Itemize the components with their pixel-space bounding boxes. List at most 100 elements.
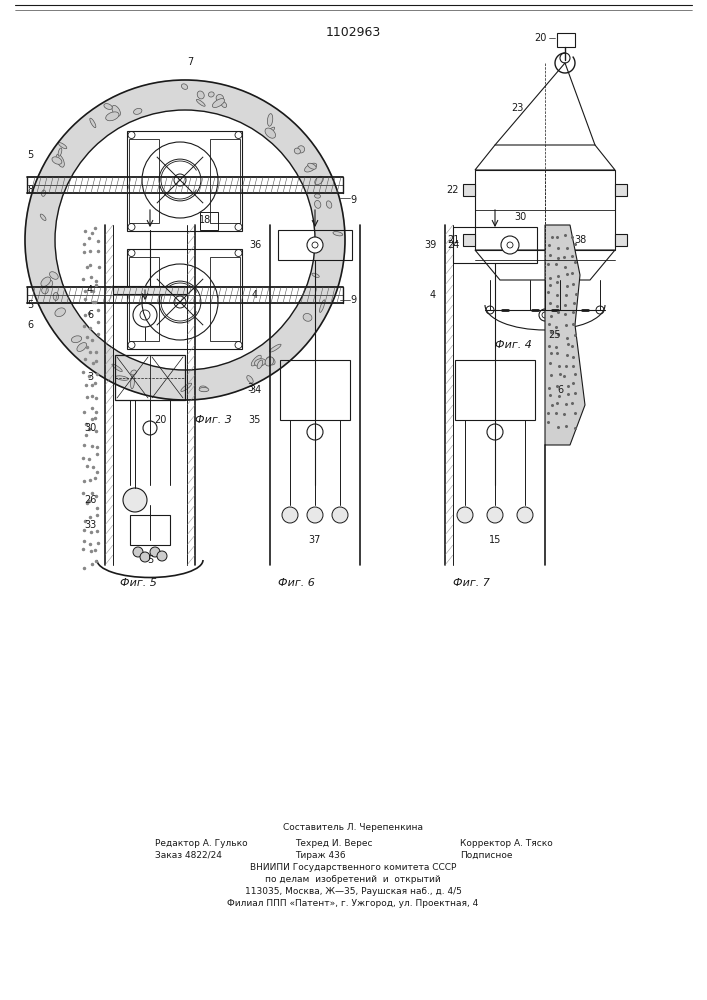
Ellipse shape — [90, 118, 96, 128]
Text: Корректор А. Тяско: Корректор А. Тяско — [460, 838, 553, 848]
Ellipse shape — [182, 84, 187, 89]
Ellipse shape — [305, 163, 317, 172]
Text: 5: 5 — [27, 300, 33, 310]
Ellipse shape — [104, 104, 112, 109]
Ellipse shape — [312, 273, 320, 277]
Ellipse shape — [46, 280, 53, 287]
Text: 24: 24 — [447, 240, 459, 250]
Text: 25: 25 — [549, 330, 561, 340]
Bar — [127, 249, 243, 349]
Text: Фиг. 5: Фиг. 5 — [120, 578, 157, 588]
Circle shape — [332, 507, 348, 523]
Ellipse shape — [112, 105, 120, 116]
Text: 30: 30 — [84, 423, 96, 433]
Text: 34: 34 — [249, 385, 261, 395]
Ellipse shape — [315, 194, 320, 198]
Bar — [453, 227, 537, 263]
Ellipse shape — [49, 272, 58, 279]
Bar — [115, 355, 185, 400]
Text: 18: 18 — [199, 215, 211, 225]
Bar — [615, 234, 627, 246]
Bar — [130, 515, 170, 545]
Text: Составитель Л. Черепенкина: Составитель Л. Черепенкина — [283, 824, 423, 832]
Ellipse shape — [42, 287, 48, 294]
Text: 4: 4 — [87, 285, 93, 295]
Bar — [475, 170, 615, 250]
Ellipse shape — [209, 92, 214, 97]
Bar — [463, 234, 475, 246]
Ellipse shape — [298, 146, 305, 153]
Text: 4: 4 — [252, 290, 258, 300]
Text: 37: 37 — [309, 535, 321, 545]
Ellipse shape — [265, 357, 274, 366]
Ellipse shape — [251, 355, 262, 366]
Text: 15: 15 — [489, 535, 501, 545]
Ellipse shape — [267, 114, 273, 126]
Circle shape — [133, 547, 143, 557]
Ellipse shape — [294, 148, 300, 154]
Ellipse shape — [221, 102, 227, 108]
Circle shape — [150, 547, 160, 557]
Ellipse shape — [315, 200, 321, 208]
Text: Редактор А. Гулько: Редактор А. Гулько — [155, 838, 247, 848]
Text: 1102963: 1102963 — [325, 26, 380, 39]
Bar — [557, 33, 575, 47]
Text: 3: 3 — [247, 383, 253, 393]
Ellipse shape — [315, 176, 323, 185]
Ellipse shape — [303, 313, 312, 321]
Bar — [615, 184, 627, 196]
Ellipse shape — [77, 343, 87, 351]
Ellipse shape — [53, 293, 59, 300]
Circle shape — [307, 237, 323, 253]
Ellipse shape — [216, 95, 223, 102]
Ellipse shape — [40, 214, 46, 221]
Ellipse shape — [105, 112, 119, 121]
Circle shape — [157, 551, 167, 561]
Ellipse shape — [255, 359, 266, 366]
Text: 113035, Москва, Ж—35, Раушская наб., д. 4/5: 113035, Москва, Ж—35, Раушская наб., д. … — [245, 888, 462, 896]
Text: по делам  изобретений  и  открытий: по делам изобретений и открытий — [265, 876, 441, 884]
Circle shape — [487, 507, 503, 523]
Text: Фиг. 7: Фиг. 7 — [453, 578, 490, 588]
Ellipse shape — [267, 127, 274, 134]
Ellipse shape — [42, 190, 45, 196]
Bar — [200, 212, 218, 230]
Text: 22: 22 — [447, 185, 460, 195]
Ellipse shape — [41, 277, 51, 286]
Ellipse shape — [308, 163, 316, 169]
Text: Тираж 436: Тираж 436 — [295, 850, 346, 859]
Ellipse shape — [131, 376, 134, 389]
Text: 33: 33 — [84, 520, 96, 530]
Ellipse shape — [269, 344, 281, 352]
Text: 20: 20 — [534, 33, 547, 43]
Text: 38: 38 — [574, 235, 586, 245]
Bar — [463, 184, 475, 196]
Text: 3: 3 — [87, 372, 93, 382]
Ellipse shape — [265, 128, 276, 138]
Text: 36: 36 — [249, 240, 261, 250]
Ellipse shape — [71, 336, 82, 343]
Text: 30: 30 — [514, 212, 526, 222]
Circle shape — [457, 507, 473, 523]
Text: ВНИИПИ Государственного комитета СССР: ВНИИПИ Государственного комитета СССР — [250, 863, 456, 872]
Ellipse shape — [333, 232, 343, 236]
Bar — [211, 257, 240, 341]
Ellipse shape — [115, 376, 129, 380]
Bar — [129, 139, 160, 223]
Text: Заказ 4822/24: Заказ 4822/24 — [155, 850, 222, 859]
Ellipse shape — [134, 108, 142, 114]
Ellipse shape — [197, 99, 205, 106]
Ellipse shape — [55, 308, 66, 317]
Bar — [211, 139, 240, 223]
Ellipse shape — [56, 154, 64, 167]
Ellipse shape — [320, 300, 325, 312]
Text: 6: 6 — [557, 385, 563, 395]
Ellipse shape — [197, 91, 204, 99]
Ellipse shape — [247, 376, 253, 383]
Text: Подписное: Подписное — [460, 850, 513, 859]
Text: Фиг. 6: Фиг. 6 — [278, 578, 315, 588]
Text: Филиал ППП «Патент», г. Ужгород, ул. Проектная, 4: Филиал ППП «Патент», г. Ужгород, ул. Про… — [228, 900, 479, 908]
Text: 8: 8 — [27, 185, 33, 195]
Circle shape — [123, 488, 147, 512]
Ellipse shape — [181, 383, 192, 391]
